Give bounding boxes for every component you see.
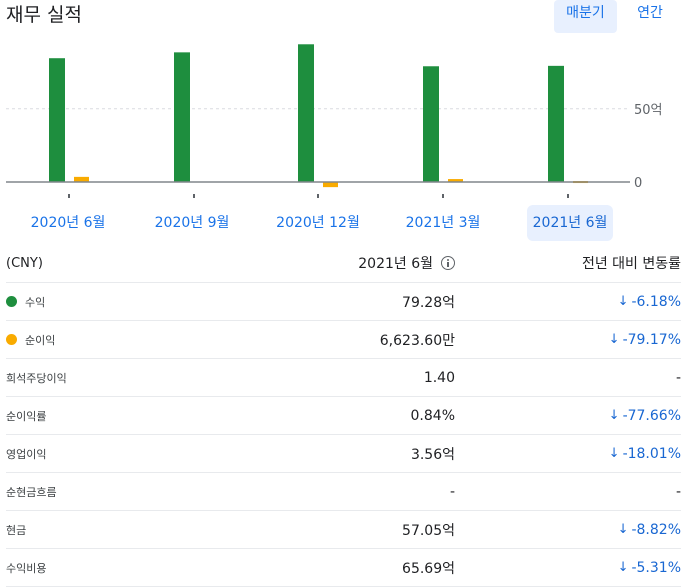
info-icon[interactable] [441,256,455,270]
row-change-text: -6.18% [631,293,681,310]
row-change-text: -79.17% [622,331,681,348]
row-change-text: -5.31% [631,559,681,576]
row-value: 3.56억 [410,446,455,463]
table-row: 희석주당이익 1.40 - [6,359,681,397]
y-tick-label: 0 [634,176,642,191]
arrow-down-icon: ↓ [617,522,629,537]
row-change-text: - [675,483,681,500]
arrow-down-icon: ↓ [617,560,629,575]
annual-toggle-button[interactable]: 연간 [637,5,663,21]
net-income-legend-dot [6,334,17,345]
row-label: 수익 [6,283,45,320]
row-change: - [676,473,681,510]
row-label: 순이익 [6,321,55,358]
period-button[interactable]: 2021년 6월 [527,205,613,241]
arrow-down-icon: ↓ [608,408,620,423]
row-label: 현금 [6,511,26,548]
row-change: ↓ -8.82% [618,511,681,548]
row-change-text: -18.01% [622,445,681,462]
row-label-text: 현금 [6,523,27,537]
row-change: ↓ -5.31% [618,549,681,586]
row-label-text: 희석주당이익 [6,371,67,385]
revenue-bar [548,65,564,182]
change-header: 전년 대비 변동률 [581,256,681,272]
row-label: 영업이익 [6,435,46,472]
financial-bar-chart: 50억 0 [6,44,663,198]
table-row: 순현금흐름 - - [6,473,681,511]
row-value: 79.28억 [402,294,455,311]
financial-table: (CNY) 2021년 6월 전년 대비 변동률 수익 79.28억 ↓ -6.18%… [6,244,681,587]
net-income-bar [323,182,338,188]
row-label: 수익비용 [6,549,46,586]
row-label: 순이익률 [6,397,46,434]
section-title: 재무 실적 [6,4,82,26]
net-income-bar [448,179,463,182]
arrow-down-icon: ↓ [608,332,620,347]
net-income-bar [74,176,89,182]
period-button[interactable]: 2020년 12월 [276,215,360,231]
table-row: 수익비용 65.69억 ↓ -5.31% [6,549,681,587]
period-button[interactable]: 2020년 6월 [30,215,106,231]
period-button[interactable]: 2021년 3월 [405,215,481,231]
row-value: 6,623.60만 [379,332,455,349]
row-change-text: -77.66% [622,407,681,424]
row-change: ↓ -18.01% [609,435,681,472]
row-change: - [676,359,681,396]
revenue-bar [298,44,314,182]
revenue-bar [49,58,65,182]
row-value: 57.05억 [402,522,455,539]
row-change-text: -8.82% [631,521,681,538]
row-change: ↓ -77.66% [609,397,681,434]
row-change: ↓ -6.18% [618,283,681,320]
row-label-text: 영업이익 [6,447,47,461]
row-label-text: 순이익 [25,333,56,347]
revenue-legend-dot [6,296,17,307]
row-label-text: 순현금흐름 [6,485,57,499]
period-header-text: 2021년 6월 [358,256,433,272]
arrow-down-icon: ↓ [617,294,629,309]
table-row: 순이익률 0.84% ↓ -77.66% [6,397,681,435]
quarterly-toggle-button[interactable]: 매분기 [554,0,617,33]
table-row: 영업이익 3.56억 ↓ -18.01% [6,435,681,473]
revenue-bar [423,66,439,182]
period-header: 2021년 6월 [358,244,455,282]
y-tick-label: 50억 [634,103,663,118]
row-value: - [449,483,455,500]
row-label: 희석주당이익 [6,359,67,396]
row-label-text: 순이익률 [6,409,47,423]
row-value: 65.69억 [402,560,455,577]
row-value: 1.40 [423,369,455,386]
row-change: ↓ -79.17% [609,321,681,358]
period-button[interactable]: 2020년 9월 [154,215,230,231]
currency-label: (CNY) [6,255,43,271]
arrow-down-icon: ↓ [608,446,620,461]
table-row: 현금 57.05억 ↓ -8.82% [6,511,681,549]
revenue-bar [174,52,190,182]
table-header-row: (CNY) 2021년 6월 전년 대비 변동률 [6,244,681,283]
row-label-text: 수익 [25,295,46,309]
table-row: 수익 79.28억 ↓ -6.18% [6,283,681,321]
row-label-text: 수익비용 [6,561,47,575]
row-change-text: - [675,369,681,386]
row-value: 0.84% [410,407,455,424]
row-label: 순현금흐름 [6,473,57,510]
table-row: 순이익 6,623.60만 ↓ -79.17% [6,321,681,359]
